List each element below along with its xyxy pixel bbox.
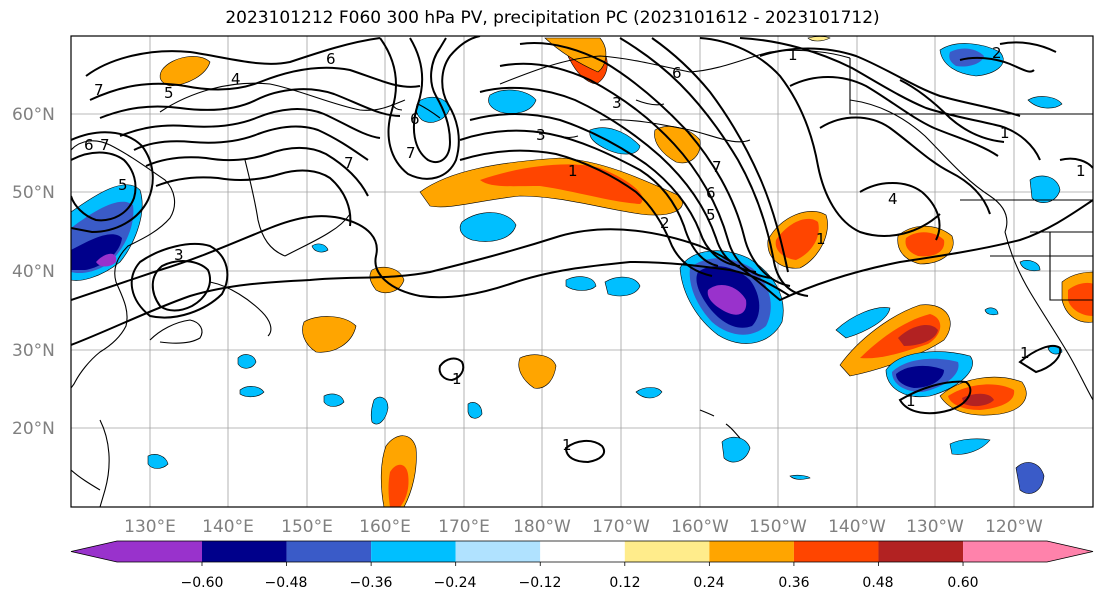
colorbar-tick-label: 0.60 [947,575,978,591]
colorbar-tick-label: 0.12 [609,575,640,591]
lon-label: 130°W [906,517,964,537]
svg-text:1: 1 [816,230,826,248]
svg-text:1: 1 [562,436,572,454]
svg-text:3: 3 [174,246,184,264]
map-title: 2023101212 F060 300 hPa PV, precipitatio… [225,8,880,28]
svg-text:1: 1 [568,162,578,180]
lon-label: 150°E [281,517,333,537]
coastlines [71,49,1093,507]
colorbar-segment [455,541,541,562]
svg-text:1: 1 [906,392,916,410]
colorbar-extend-high [1047,541,1093,562]
colorbar-extend-low [71,541,117,562]
svg-text:4: 4 [231,70,241,88]
svg-text:5: 5 [706,206,716,224]
lat-label: 50°N [12,183,55,203]
pv-contour-labels: 7 6 7 5 3 5 4 6 7 6 7 3 1 3 6 7 6 5 2 1 … [84,44,1086,454]
lon-label: 170°E [438,517,490,537]
colorbar-segment [202,541,287,562]
svg-text:6: 6 [326,50,336,68]
svg-text:7: 7 [94,81,104,99]
svg-text:7: 7 [406,144,416,162]
svg-text:3: 3 [536,126,546,144]
svg-text:6: 6 [84,136,94,154]
svg-text:2: 2 [992,44,1002,62]
svg-text:4: 4 [888,190,898,208]
map-frame [70,35,1094,508]
latitude-labels: 60°N 50°N 40°N 30°N 20°N [12,105,55,439]
svg-text:2: 2 [660,214,670,232]
colorbar-tick-label: −0.12 [519,575,562,591]
svg-text:5: 5 [118,176,128,194]
lon-label: 160°W [671,517,729,537]
map-panel [71,36,1093,507]
svg-text:1: 1 [1076,162,1086,180]
colorbar-tick-label: 0.24 [693,575,724,591]
lon-label: 120°W [985,517,1043,537]
svg-text:1: 1 [1000,124,1010,142]
lat-label: 20°N [12,419,55,439]
svg-text:7: 7 [344,154,354,172]
svg-text:1: 1 [1020,344,1030,362]
colorbar-segment [709,541,794,562]
colorbar-segment [371,541,456,562]
colorbar-tick-label: −0.48 [265,575,308,591]
colorbar-segment [793,541,879,562]
svg-text:1: 1 [452,370,462,388]
colorbar-segment [963,541,1047,562]
colorbar-segment [286,541,372,562]
colorbar-tick-label: −0.60 [181,575,224,591]
colorbar-segment [117,541,202,562]
colorbar-segment [540,541,625,562]
lat-label: 40°N [12,262,55,282]
colorbar-segment [624,541,710,562]
colorbar-tick-label: 0.48 [862,575,893,591]
svg-text:5: 5 [164,84,174,102]
colorbar-segment [878,541,964,562]
lat-label: 60°N [12,105,55,125]
colorbar-tick-label: −0.24 [434,575,477,591]
lon-label: 130°E [124,517,176,537]
lon-label: 160°E [359,517,411,537]
pv-contours [71,36,1093,464]
colorbar [70,540,1094,566]
colorbar-tick-labels: −0.60 −0.48 −0.36 −0.24 −0.12 0.12 0.24 … [181,575,979,591]
precip-shading [71,36,1093,507]
colorbar-tick-label: −0.36 [350,575,393,591]
svg-text:6: 6 [706,184,716,202]
colorbar-tick-label: 0.36 [778,575,809,591]
svg-text:7: 7 [100,136,110,154]
lon-label: 150°W [749,517,807,537]
lon-label: 170°W [592,517,650,537]
svg-text:3: 3 [612,94,622,112]
svg-text:7: 7 [712,158,722,176]
svg-text:1: 1 [788,46,798,64]
longitude-labels: 130°E 140°E 150°E 160°E 170°E 180°W 170°… [124,517,1043,537]
lon-label: 140°W [828,517,886,537]
lon-label: 140°E [202,517,254,537]
svg-text:6: 6 [672,64,682,82]
colorbar-outline [70,540,1094,563]
lon-label: 180°W [513,517,571,537]
lat-label: 30°N [12,341,55,361]
svg-text:6: 6 [410,110,420,128]
